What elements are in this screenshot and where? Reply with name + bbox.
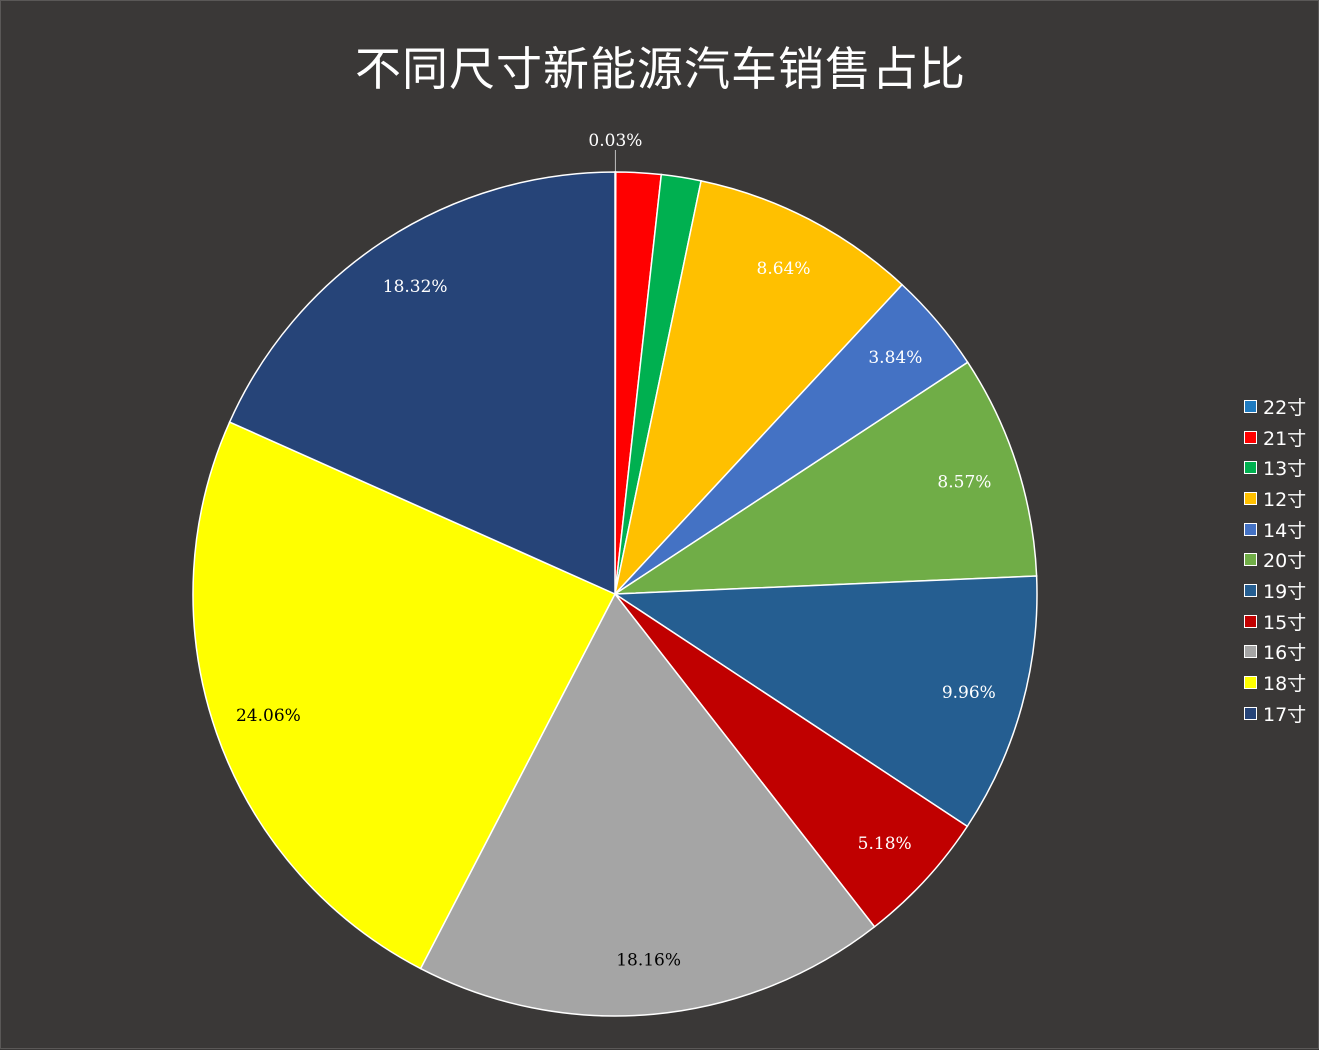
legend-item-20寸: 20寸 bbox=[1244, 544, 1319, 575]
legend-swatch bbox=[1244, 615, 1257, 628]
legend-label: 21寸 bbox=[1263, 424, 1306, 451]
legend-label: 18寸 bbox=[1263, 669, 1306, 696]
legend-swatch bbox=[1244, 553, 1257, 566]
legend-item-21寸: 21寸 bbox=[1244, 422, 1319, 453]
legend-label: 19寸 bbox=[1263, 577, 1306, 604]
legend-label: 16寸 bbox=[1263, 638, 1306, 665]
legend-swatch bbox=[1244, 676, 1257, 689]
data-label-15寸: 5.18% bbox=[858, 834, 912, 854]
legend-swatch bbox=[1244, 431, 1257, 444]
data-label-19寸: 9.96% bbox=[942, 683, 996, 703]
legend-label: 20寸 bbox=[1263, 546, 1306, 573]
legend-swatch bbox=[1244, 400, 1257, 413]
legend-item-12寸: 12寸 bbox=[1244, 483, 1319, 514]
data-label-18寸: 24.06% bbox=[236, 706, 301, 726]
legend-swatch bbox=[1244, 492, 1257, 505]
data-label-12寸: 8.64% bbox=[757, 259, 811, 279]
legend-item-14寸: 14寸 bbox=[1244, 514, 1319, 545]
data-label-16寸: 18.16% bbox=[616, 951, 681, 971]
legend-swatch bbox=[1244, 584, 1257, 597]
legend-label: 22寸 bbox=[1263, 393, 1306, 420]
data-label-22寸: 0.03% bbox=[588, 131, 642, 151]
legend-swatch bbox=[1244, 461, 1257, 474]
data-label-17寸: 18.32% bbox=[383, 277, 448, 297]
legend-item-16寸: 16寸 bbox=[1244, 637, 1319, 668]
legend-item-17寸: 17寸 bbox=[1244, 698, 1319, 729]
legend-label: 12寸 bbox=[1263, 485, 1306, 512]
legend-item-19寸: 19寸 bbox=[1244, 575, 1319, 606]
legend-item-13寸: 13寸 bbox=[1244, 452, 1319, 483]
legend-item-22寸: 22寸 bbox=[1244, 391, 1319, 422]
legend-swatch bbox=[1244, 707, 1257, 720]
legend-label: 13寸 bbox=[1263, 454, 1306, 481]
legend-label: 17寸 bbox=[1263, 700, 1306, 727]
legend: 22寸 21寸 13寸 12寸 14寸 20寸 19寸 15寸 16寸 18寸 17寸 bbox=[1244, 391, 1319, 729]
legend-label: 14寸 bbox=[1263, 516, 1306, 543]
legend-item-18寸: 18寸 bbox=[1244, 667, 1319, 698]
legend-swatch bbox=[1244, 523, 1257, 536]
legend-label: 15寸 bbox=[1263, 608, 1306, 635]
legend-swatch bbox=[1244, 645, 1257, 658]
legend-item-15寸: 15寸 bbox=[1244, 606, 1319, 637]
data-label-20寸: 8.57% bbox=[937, 472, 991, 492]
data-label-14寸: 3.84% bbox=[868, 348, 922, 368]
